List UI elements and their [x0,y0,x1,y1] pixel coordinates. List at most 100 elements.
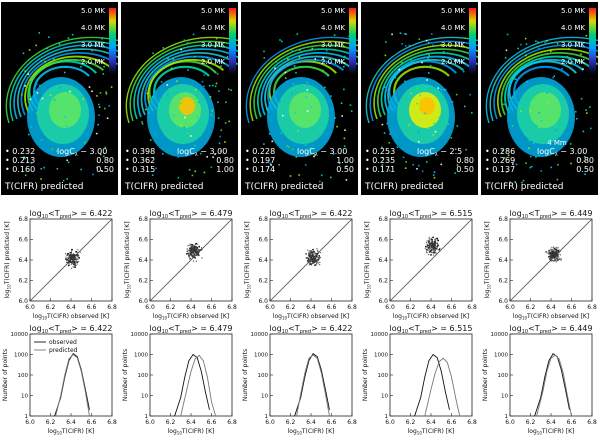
scatter-point [197,252,199,254]
pixel-speck [28,133,30,136]
pixel-speck [583,160,586,163]
scatter-points [305,248,322,266]
map-panel-4: 5.0 MK 4.0 MK 3.0 MK 2.0 MK • 0.253 • 0.235 • … [361,2,478,195]
pixel-speck [24,85,26,87]
pixel-speck [77,130,80,133]
hist-panel-1: log10<Tpred> = 6.422 6.0 6.2 6.4 6.6 6.8 1 10 10… [0,322,120,442]
loop-arc [24,55,112,114]
scatter-point [192,248,194,250]
pixel-speck [419,94,422,97]
pixel-speck [381,123,384,126]
loop-arc [485,36,598,124]
scatter-point [316,262,318,265]
mean-label: log [390,209,402,218]
y-tick-label: 100 [498,373,509,379]
pixel-speck [21,93,23,96]
logc-label: logCλ − 3.00 [537,147,587,158]
pixel-speck [538,47,540,50]
axis-log: log [244,289,251,298]
axis-title: T(CIFR) predicted [K] [484,221,491,285]
pixel-speck [101,37,103,40]
pixel-speck [401,62,403,64]
x-tick-label: 6.4 [546,304,556,311]
axis-log: log [33,313,42,320]
y-axis-label: Number of points [242,349,249,401]
pixel-speck [67,37,70,39]
x-tick-label: 6.0 [145,304,155,311]
pixel-speck [426,79,428,81]
mean-subscript: 10 [522,329,528,335]
pixel-speck [166,84,169,86]
scatter-point [551,260,553,262]
x-tick-label: 6.4 [546,419,556,426]
pixel-speck [425,85,428,88]
pixel-speck [440,163,443,166]
pixel-speck [56,150,58,152]
scatter-point [559,254,562,256]
panel-mean-title: log10<Tpred> = 6.449 [510,209,593,220]
pixel-speck [504,57,507,59]
scatter-point [545,251,548,253]
axis-subscript: 10 [127,284,132,290]
scatter-point [555,253,557,255]
core-region [289,92,321,128]
pixel-speck [214,153,216,155]
scatter-point [316,258,319,260]
param-value: • 0.235 [365,156,395,165]
scatter-point [314,256,317,258]
pixel-speck [81,120,83,122]
y-tick-label: 1000 [254,353,268,359]
scatter-point [308,253,310,255]
pixel-speck [519,93,521,96]
pixel-speck [464,105,466,108]
map-panel-3: 5.0 MK 4.0 MK 3.0 MK 2.0 MK • 0.228 • 0.197 • … [241,2,358,195]
pixel-speck [279,39,281,41]
scatter-point [431,243,434,245]
axis-subscript: 10 [367,284,372,290]
x-tick-label: 6.2 [286,304,296,311]
pixel-speck [582,68,584,70]
plot-frame [269,333,353,417]
x-tick-label: 6.2 [526,304,536,311]
colorbar-label: 2.0 MK [561,58,585,66]
pixel-speck [381,87,384,90]
pixel-speck [433,122,436,124]
axis-title: T(CIFR) [K] [181,428,214,435]
pixel-speck [525,162,527,164]
pixel-speck [412,163,414,166]
pixel-speck [447,123,450,125]
scatter-point [318,263,321,266]
pixel-speck [404,167,407,169]
pixel-speck [515,163,518,166]
mean-subscript: pred [420,214,431,220]
scatter-point [552,246,555,248]
pixel-speck [38,32,40,34]
pixel-speck [195,88,197,91]
scatter-point [431,245,434,247]
pixel-speck [537,41,539,43]
scatter-point [68,254,70,257]
pixel-speck [438,116,440,119]
scatter-point [198,245,201,248]
colorbar-label: 4.0 MK [201,24,225,32]
pixel-speck [401,43,403,45]
colorbar-label: 4.0 MK [321,24,345,32]
scatter-point [314,259,316,261]
scatter-point [434,244,436,246]
scatter-point [558,256,560,258]
colorbar-label: 4.0 MK [561,24,585,32]
mean-subscript: pred [300,329,311,335]
mean-subscript: 10 [522,214,528,220]
y-axis-label: Number of points [482,349,489,401]
pixel-speck [505,49,508,52]
x-tick-label: 6.0 [265,304,275,311]
scatter-point [189,257,192,260]
mean-subscript: pred [180,329,191,335]
pixel-speck [381,164,384,166]
pixel-speck [299,49,301,51]
pixel-speck [228,88,230,91]
pixel-speck [307,78,309,80]
scatter-point [191,253,193,255]
param-value: • 0.398 [125,147,155,156]
scatter-point [311,253,313,256]
